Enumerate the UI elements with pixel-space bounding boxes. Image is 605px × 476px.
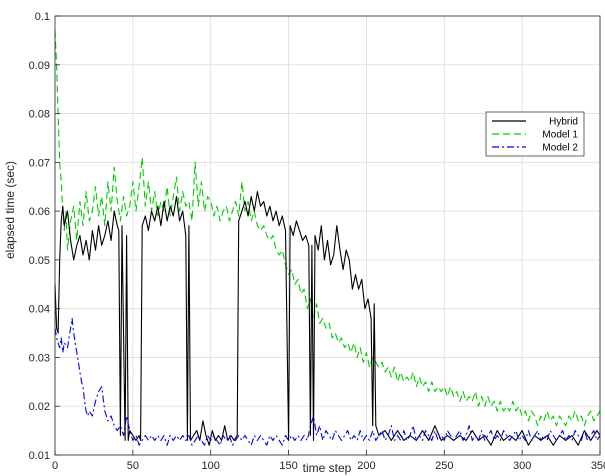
legend: Hybrid Model 1 Model 2 (485, 111, 585, 157)
series-line-hybrid (54, 191, 601, 446)
x-tick-labels: 0 50 100 150 200 250 300 350 (52, 460, 605, 472)
legend-box (485, 111, 585, 157)
y-tick-label: 0.07 (29, 157, 50, 169)
tick-marks (54, 15, 601, 456)
series-layer (54, 30, 601, 446)
y-tick-label: 0.09 (29, 60, 50, 72)
y-tick-label: 0.1 (35, 11, 50, 23)
y-tick-label: 0.01 (29, 450, 50, 462)
legend-label: Hybrid (549, 117, 578, 128)
x-tick-label: 350 (591, 460, 605, 472)
y-axis-label: elapsed time (sec) (3, 161, 17, 259)
y-tick-label: 0.08 (29, 109, 50, 121)
y-tick-label: 0.06 (29, 206, 50, 218)
x-tick-label: 100 (202, 460, 220, 472)
y-tick-label: 0.03 (29, 352, 50, 364)
series-line-model-1 (54, 30, 601, 427)
y-tick-label: 0.04 (29, 304, 50, 316)
plot-frame (54, 15, 601, 456)
x-axis-label: time step (303, 461, 352, 475)
x-tick-label: 300 (513, 460, 531, 472)
x-tick-label: 50 (127, 460, 139, 472)
x-tick-label: 200 (357, 460, 375, 472)
x-tick-label: 0 (52, 460, 58, 472)
legend-label: Model 1 (542, 130, 578, 141)
x-tick-label: 150 (279, 460, 297, 472)
y-tick-label: 0.05 (29, 255, 50, 267)
series-line-model-2 (54, 317, 601, 446)
legend-label: Model 2 (542, 143, 578, 154)
y-tick-labels: 0.01 0.02 0.03 0.04 0.05 0.06 0.07 0.08 0.09 0.1 (29, 11, 50, 462)
y-tick-label: 0.02 (29, 401, 50, 413)
x-tick-label: 250 (435, 460, 453, 472)
